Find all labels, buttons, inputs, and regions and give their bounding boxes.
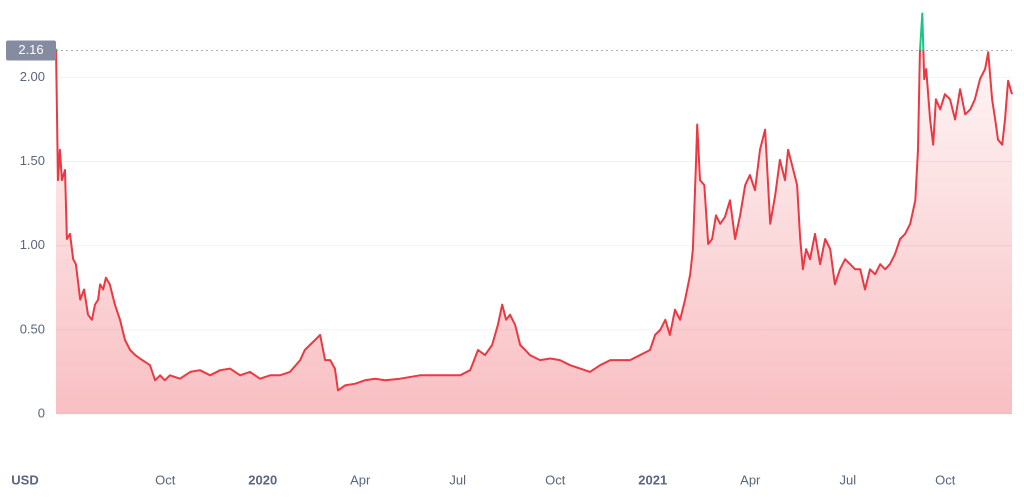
- x-tick-label: Jul: [839, 472, 856, 487]
- y-tick-label: 2.00: [20, 69, 45, 84]
- y-tick-label: 0: [38, 405, 45, 420]
- x-tick-label: Oct: [545, 472, 566, 487]
- x-tick-label: Apr: [350, 472, 371, 487]
- x-tick-label: Oct: [155, 472, 176, 487]
- y-tick-label: 1.00: [20, 237, 45, 252]
- x-tick-label: Apr: [740, 472, 761, 487]
- current-price-box: [6, 40, 56, 61]
- x-tick-label: 2020: [248, 472, 277, 487]
- x-tick-label: Oct: [935, 472, 956, 487]
- price-area: [56, 50, 1012, 414]
- current-price-label: 2.16: [18, 42, 43, 57]
- y-tick-label: 0.50: [20, 321, 45, 336]
- x-tick-label: Jul: [449, 472, 466, 487]
- y-tick-label: 1.50: [20, 153, 45, 168]
- x-tick-label: 2021: [638, 472, 667, 487]
- currency-label: USD: [11, 472, 38, 487]
- price-line: [55, 50, 1013, 392]
